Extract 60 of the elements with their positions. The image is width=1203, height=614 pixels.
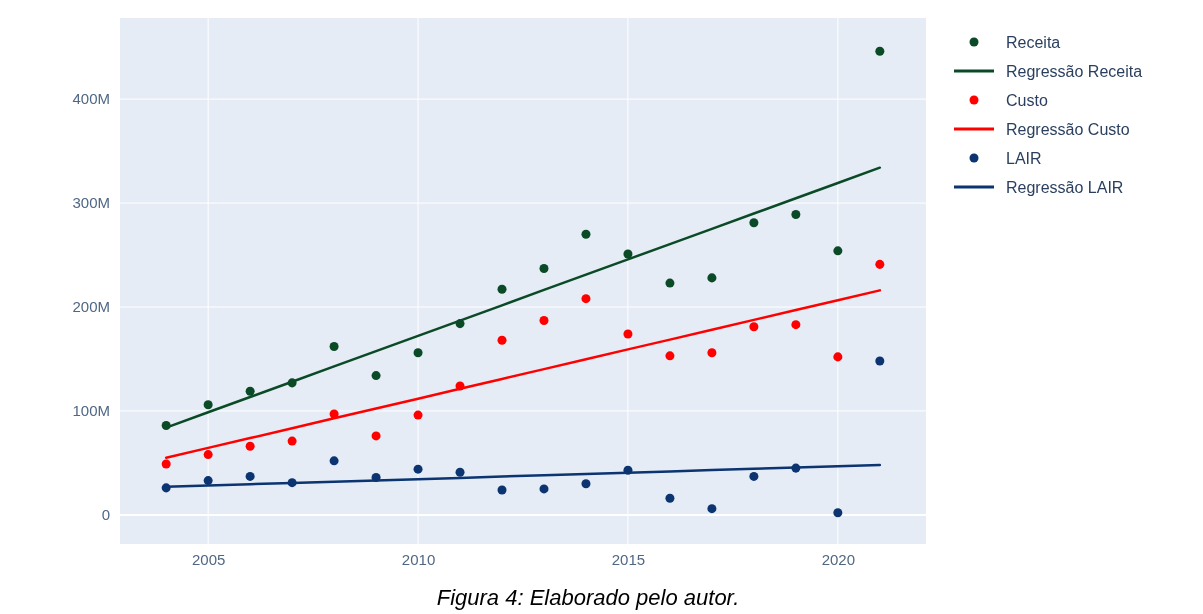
point	[581, 479, 591, 489]
point	[329, 341, 339, 351]
point	[581, 294, 591, 304]
point	[539, 484, 549, 494]
point	[203, 450, 213, 460]
y-tick-label: 400M	[72, 90, 110, 108]
point	[413, 410, 423, 420]
point	[245, 386, 255, 396]
point	[791, 320, 801, 330]
point	[203, 476, 213, 486]
point	[707, 504, 717, 514]
legend-label: Receita	[1006, 33, 1061, 51]
point	[623, 249, 633, 259]
y-tick-label: 100M	[72, 402, 110, 420]
point	[413, 464, 423, 474]
x-tick-label: 2005	[191, 550, 226, 568]
point	[497, 284, 507, 294]
point	[539, 264, 549, 274]
point	[665, 278, 675, 288]
point	[581, 229, 591, 239]
point	[245, 441, 255, 451]
point	[875, 46, 885, 56]
point	[455, 467, 465, 477]
legend-label: Regressão Receita	[1006, 62, 1143, 80]
point	[203, 400, 213, 410]
y-tick-label: 0	[101, 506, 110, 524]
point	[833, 352, 843, 362]
legend-label: LAIR	[1006, 149, 1042, 167]
point	[875, 356, 885, 366]
point	[749, 218, 759, 228]
point	[707, 273, 717, 283]
point	[665, 351, 675, 361]
point	[665, 493, 675, 503]
x-tick-label: 2010	[401, 550, 436, 568]
point	[623, 329, 633, 339]
point	[875, 259, 885, 269]
point	[833, 508, 843, 518]
x-tick-label: 2015	[611, 550, 646, 568]
y-tick-label: 200M	[72, 298, 110, 316]
point	[245, 471, 255, 481]
point	[371, 371, 381, 381]
text: Figura 4: Elaborado pelo autor.	[436, 585, 740, 610]
point	[749, 322, 759, 332]
legend-label: Regressão Custo	[1006, 120, 1130, 138]
point	[329, 456, 339, 466]
y-tick-label: 300M	[72, 194, 110, 212]
point	[749, 471, 759, 481]
point	[287, 436, 297, 446]
point	[833, 246, 843, 256]
point	[497, 485, 507, 495]
point	[371, 431, 381, 441]
x-tick-label: 2020	[821, 550, 856, 568]
point	[497, 335, 507, 345]
point	[161, 459, 171, 469]
point	[539, 316, 549, 326]
point	[707, 348, 717, 358]
legend-label: Regressão LAIR	[1006, 178, 1124, 196]
legend-label: Custo	[1006, 91, 1048, 109]
point	[791, 209, 801, 219]
point	[413, 348, 423, 358]
